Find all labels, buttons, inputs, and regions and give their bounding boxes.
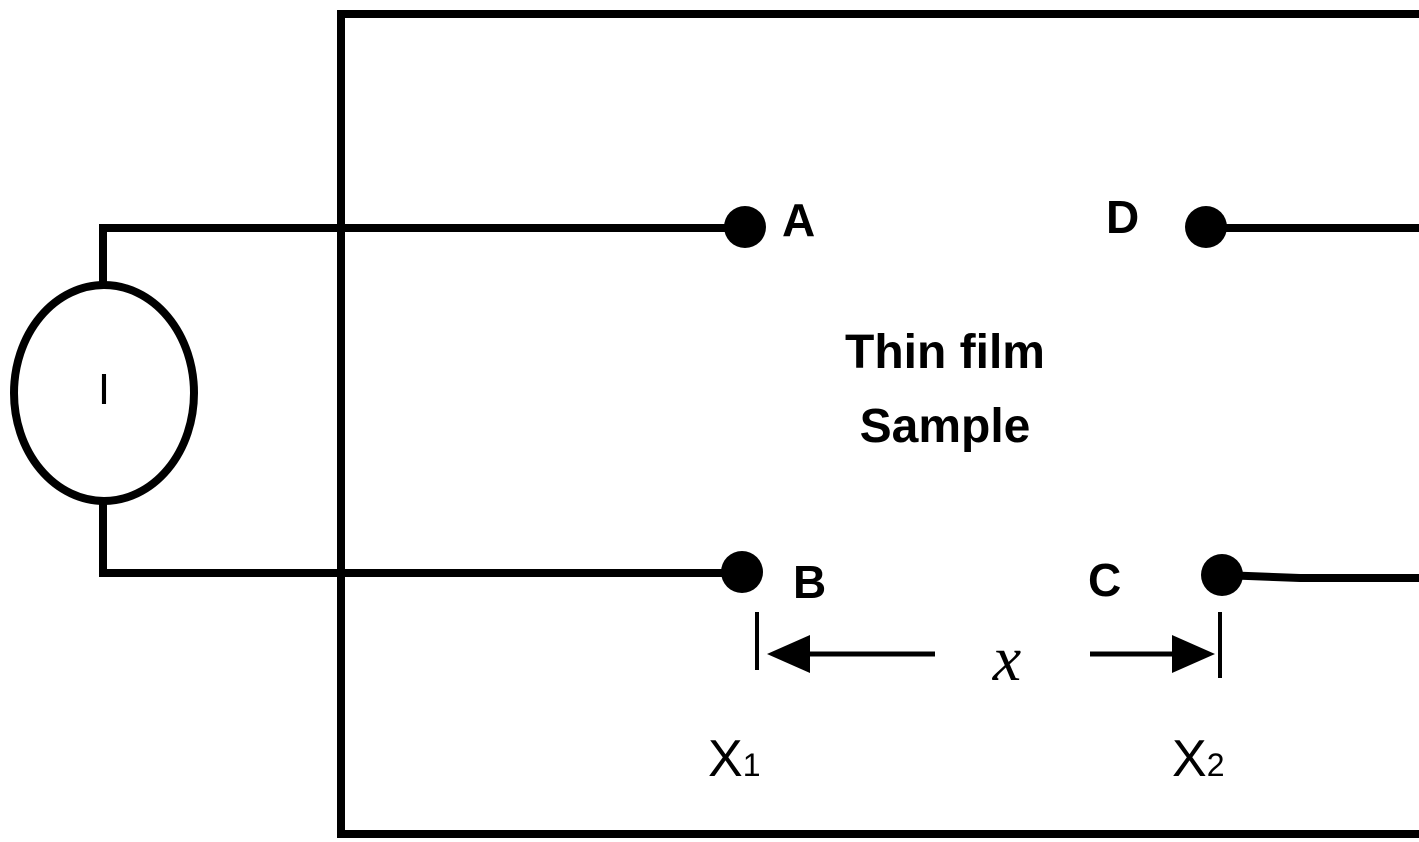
source-bottom-wire: [99, 503, 742, 577]
contact-c-wire: [1221, 571, 1419, 582]
dimension-right-arrowhead: [1172, 635, 1215, 673]
contact-b-label: B: [793, 556, 826, 608]
contact-d-label: D: [1106, 191, 1139, 243]
dimension-left-arrowhead: [767, 635, 810, 673]
contact-c-dot: [1201, 554, 1243, 596]
sample-label-line2: Sample: [860, 400, 1031, 453]
position-x1-base: X: [708, 730, 743, 788]
position-x1-label: X1: [708, 730, 760, 788]
contact-a-dot: [724, 206, 766, 248]
position-x2-subscript: 2: [1207, 747, 1225, 783]
current-source-symbol: [10, 281, 198, 505]
position-x1-subscript: 1: [743, 747, 761, 783]
current-source-label: I: [98, 365, 110, 414]
dimension-variable-label: x: [992, 623, 1021, 694]
contact-d-dot: [1185, 206, 1227, 248]
position-x2-label: X2: [1172, 730, 1224, 788]
sample-label-line1: Thin film: [845, 326, 1045, 379]
contact-b-dot: [721, 551, 763, 593]
sample-outline: [337, 10, 1419, 838]
position-x2-base: X: [1172, 730, 1207, 788]
source-top-wire: [99, 224, 745, 285]
contact-c-label: C: [1088, 554, 1121, 606]
contact-a-label: A: [782, 194, 815, 246]
